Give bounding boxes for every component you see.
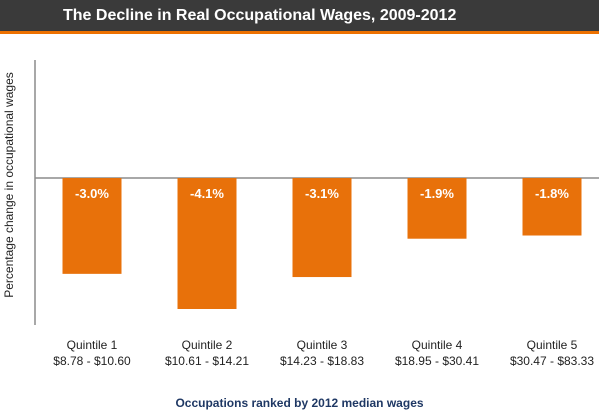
bar-1 xyxy=(62,178,122,274)
chart-title: The Decline in Real Occupational Wages, … xyxy=(63,7,457,24)
category-name: Quintile 1 xyxy=(66,338,118,352)
bar-4 xyxy=(407,178,467,239)
data-label-4: -1.9% xyxy=(420,186,454,201)
category-wage-range: $14.23 - $18.83 xyxy=(279,354,365,368)
category-label-3: Quintile 3 $14.23 - $18.83 xyxy=(267,337,377,369)
bar-3 xyxy=(292,178,352,278)
data-label-3: -3.1% xyxy=(305,186,339,201)
category-label-5: Quintile 5 $30.47 - $83.33 xyxy=(497,337,599,369)
category-wage-range: $30.47 - $83.33 xyxy=(509,354,595,368)
category-name: Quintile 4 xyxy=(411,338,463,352)
x-axis-label: Occupations ranked by 2012 median wages xyxy=(175,396,424,410)
data-label-5: -1.8% xyxy=(535,186,569,201)
data-label-1: -3.0% xyxy=(75,186,109,201)
category-label-2: Quintile 2 $10.61 - $14.21 xyxy=(152,337,262,369)
bar-2 xyxy=(177,178,237,309)
category-wage-range: $8.78 - $10.60 xyxy=(53,354,131,368)
data-label-2: -4.1% xyxy=(190,186,224,201)
title-bar: The Decline in Real Occupational Wages, … xyxy=(0,0,599,34)
category-label-4: Quintile 4 $18.95 - $30.41 xyxy=(382,337,492,369)
bar-5 xyxy=(522,178,582,236)
category-wage-range: $18.95 - $30.41 xyxy=(394,354,480,368)
category-name: Quintile 3 xyxy=(296,338,348,352)
category-wage-range: $10.61 - $14.21 xyxy=(164,354,250,368)
category-label-1: Quintile 1 $8.78 - $10.60 xyxy=(37,337,147,369)
category-name: Quintile 5 xyxy=(526,338,578,352)
category-name: Quintile 2 xyxy=(181,338,233,352)
